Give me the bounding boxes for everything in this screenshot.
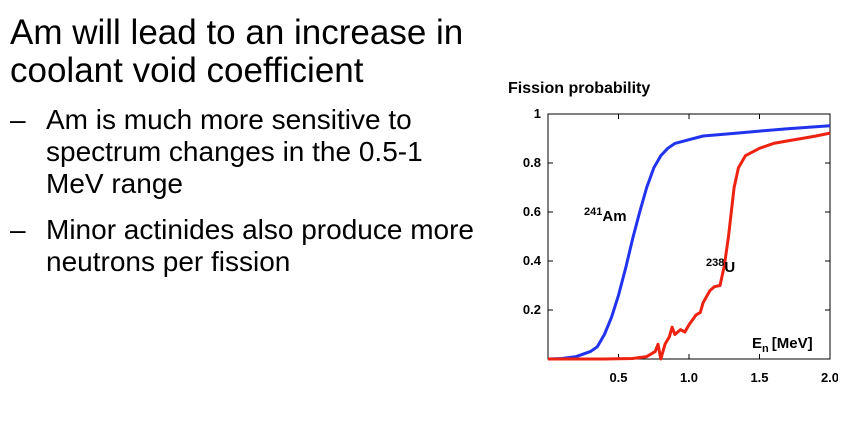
list-item: – Am is much more sensitive to spectrum … (10, 104, 480, 200)
bullet-text: Minor actinides also produce more neutro… (46, 214, 474, 277)
series-line-u (548, 131, 831, 361)
bullet-dash: – (10, 214, 26, 245)
bullet-dash: – (10, 104, 26, 135)
list-item: – Minor actinides also produce more neut… (10, 214, 480, 278)
chart-title: Fission probability (508, 80, 651, 97)
fission-probability-chart: Fission probability 0.2 0.4 0.6 0.8 1 0.5 1.0 1… (508, 74, 838, 414)
bullet-list: Am will lead to an increase in coolant v… (10, 0, 480, 278)
bullet-text: Am is much more sensitive to spectrum ch… (46, 104, 423, 199)
y-tick-label: 1 (534, 106, 541, 121)
y-tick-label: 0.8 (523, 155, 541, 170)
y-tick-label: 0.4 (523, 253, 542, 268)
series-label-am: 241Am (584, 206, 627, 225)
x-tick-label: 2.0 (821, 370, 838, 385)
chart-plot: 0.2 0.4 0.6 0.8 1 0.5 1.0 1.5 2.0 241Am 238U En [MeV… (523, 106, 838, 385)
series-line-am (547, 124, 831, 361)
y-tick-label: 0.6 (523, 204, 541, 219)
y-tick-label: 0.2 (523, 302, 541, 317)
x-tick-label: 1.0 (680, 370, 698, 385)
series-label-u: 238U (706, 257, 735, 276)
x-tick-label: 1.5 (750, 370, 768, 385)
x-tick-label: 0.5 (609, 370, 627, 385)
slide-heading: Am will lead to an increase in coolant v… (10, 13, 464, 90)
x-axis-label: En [MeV] (752, 335, 813, 355)
